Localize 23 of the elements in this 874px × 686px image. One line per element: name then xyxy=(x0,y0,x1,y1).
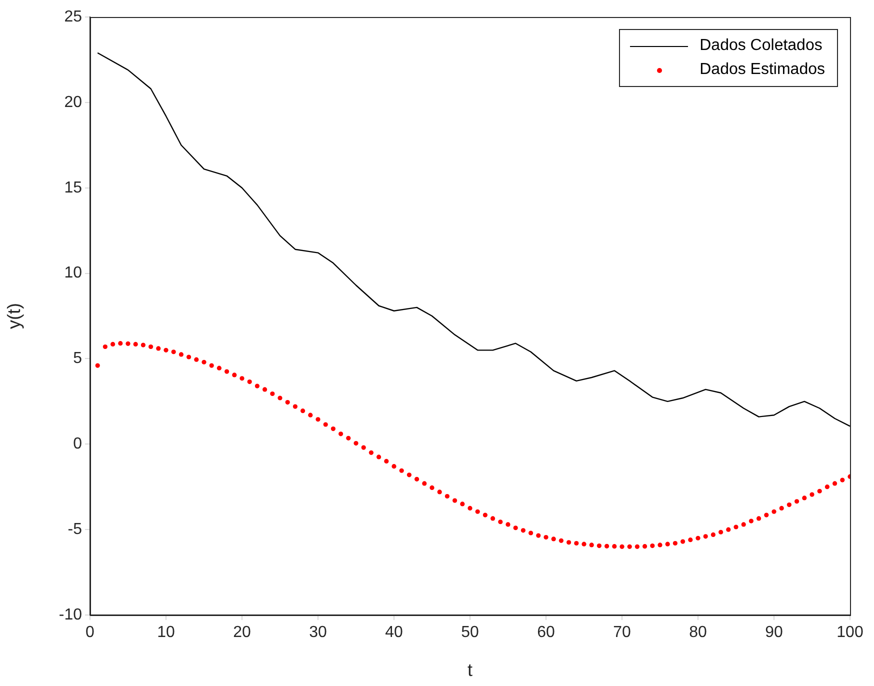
x-tick-label: 70 xyxy=(613,624,631,642)
x-tick-label: 20 xyxy=(233,624,251,642)
x-tick-label: 80 xyxy=(689,624,707,642)
x-tick-label: 30 xyxy=(309,624,327,642)
y-tick-label: 25 xyxy=(64,8,82,26)
y-tick-label: 0 xyxy=(73,436,82,453)
y-tick-label: 15 xyxy=(64,179,82,196)
y-tick-label: -10 xyxy=(58,606,82,624)
y-tick-label: 10 xyxy=(64,264,82,282)
y-tick-label: -5 xyxy=(68,520,82,538)
x-tick-label: 90 xyxy=(765,624,783,642)
legend-label: Dados Estimados xyxy=(700,61,825,79)
y-axis-title: y(t) xyxy=(4,303,24,329)
y-tick-label: 20 xyxy=(64,94,82,111)
x-tick-label: 40 xyxy=(385,624,403,642)
x-tick-label: 100 xyxy=(836,624,864,642)
x-axis-title: t xyxy=(467,660,473,680)
x-tick-label: 50 xyxy=(461,624,479,642)
y-tick-label: 5 xyxy=(73,350,82,368)
x-tick-label: 10 xyxy=(157,624,175,642)
legend-label: Dados Coletados xyxy=(700,37,822,55)
x-tick-label: 0 xyxy=(86,624,95,642)
x-tick-label: 60 xyxy=(537,624,555,642)
